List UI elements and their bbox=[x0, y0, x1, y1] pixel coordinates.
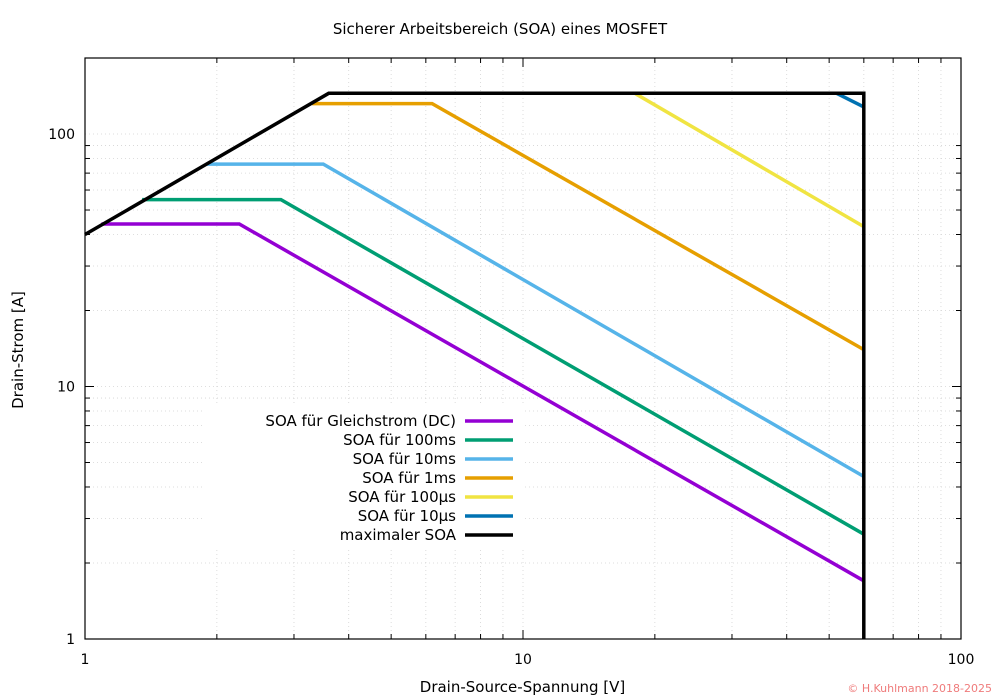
legend-label: SOA für 100µs bbox=[348, 488, 456, 506]
series-line-7 bbox=[84, 91, 866, 639]
x-axis-label: Drain-Source-Spannung [V] bbox=[419, 678, 626, 696]
x-tick-label: 10 bbox=[514, 652, 532, 668]
legend-box bbox=[205, 404, 525, 548]
legend-label: maximaler SOA bbox=[340, 526, 457, 544]
y-tick-label: 100 bbox=[48, 127, 75, 143]
chart-title: Sicherer Arbeitsbereich (SOA) eines MOSF… bbox=[332, 20, 668, 38]
y-tick-label: 10 bbox=[57, 380, 75, 396]
y-axis-label: Drain-Strom [A] bbox=[9, 291, 27, 409]
legend-label: SOA für 10µs bbox=[358, 507, 456, 525]
legend-label: SOA für 1ms bbox=[362, 469, 456, 487]
series-line-2 bbox=[142, 197, 865, 536]
series-line-1 bbox=[101, 222, 865, 583]
series-line-6 bbox=[835, 91, 865, 109]
series-line-4 bbox=[312, 101, 865, 352]
x-tick-label: 100 bbox=[948, 652, 975, 668]
series-line-5 bbox=[633, 91, 865, 229]
legend-label: SOA für 10ms bbox=[353, 450, 457, 468]
plot-border bbox=[84, 57, 962, 640]
copyright-credit: © H.Kuhlmann 2018-2025 bbox=[847, 682, 992, 695]
legend-label: SOA für Gleichstrom (DC) bbox=[265, 412, 456, 430]
legend-label: SOA für 100ms bbox=[343, 431, 456, 449]
y-tick-label: 1 bbox=[66, 632, 75, 648]
series-line-3 bbox=[207, 162, 865, 479]
x-tick-label: 1 bbox=[81, 652, 90, 668]
